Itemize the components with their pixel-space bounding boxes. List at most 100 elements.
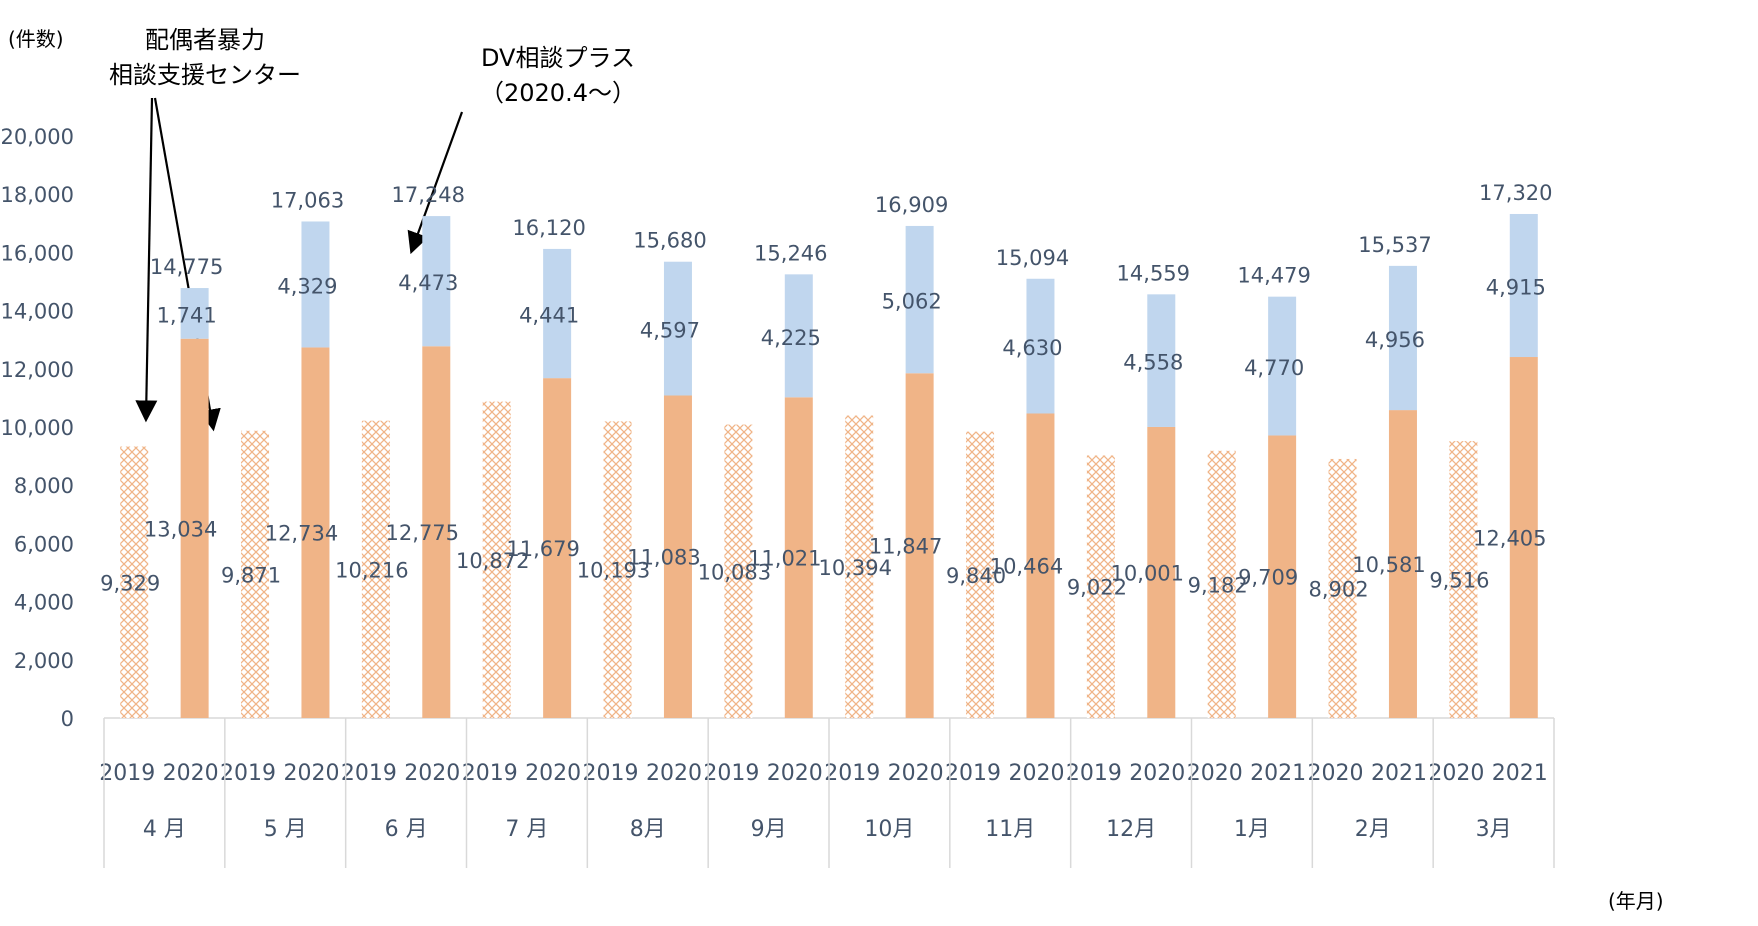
label-prev-year: 9,840 [946,564,1006,588]
x-month-label: 5 月 [264,817,307,842]
x-month-label: 6 月 [385,817,428,842]
label-center: 12,734 [265,522,338,546]
bar-dv-plus [1026,278,1055,414]
y-tick-label: 6,000 [14,532,74,556]
arrow-center-2019 [135,97,158,423]
x-year-label: 2020 [1308,761,1364,786]
bar-prev-year [120,446,149,718]
y-unit-label: (件数) [8,27,64,51]
label-prev-year: 10,394 [818,556,891,580]
x-year-label: 2019 [1066,761,1122,786]
label-dv-plus: 4,956 [1365,328,1425,352]
label-dv-plus: 1,741 [157,303,217,327]
label-total: 14,775 [150,255,223,279]
y-tick-label: 16,000 [1,241,74,265]
annotation-center-line1: 配偶者暴力 [145,26,265,54]
y-axis: 0 2,000 4,000 6,000 8,000 10,000 12,000 14,000 1… [1,125,1554,731]
label-total: 17,063 [271,188,344,212]
y-tick-label: 18,000 [1,183,74,207]
y-tick-label: 20,000 [1,125,74,149]
annotation-plus-line2: （2020.4～） [480,79,636,107]
label-dv-plus: 4,558 [1123,351,1183,375]
x-month-label: 8月 [630,817,666,842]
bar-center [784,397,813,718]
bar-dv-plus [1147,294,1176,427]
x-year-label: 2020 [646,761,702,786]
label-prev-year: 9,871 [221,563,281,587]
bar-center [422,346,451,718]
label-prev-year: 8,902 [1308,577,1368,601]
bar-dv-plus [301,221,330,348]
bar-prev-year [603,421,632,718]
label-dv-plus: 4,915 [1486,276,1546,300]
y-tick-label: 14,000 [1,300,74,324]
x-year-label: 2019 [341,761,397,786]
bar-dv-plus [1509,213,1538,358]
bar-dv-plus [180,288,209,339]
label-center: 13,034 [144,517,217,541]
bar-center [1509,357,1538,718]
label-dv-plus: 5,062 [882,290,942,314]
bar-dv-plus [905,225,934,374]
bar-prev-year [724,424,753,718]
label-prev-year: 10,193 [577,559,650,583]
x-month-label: 2月 [1355,817,1391,842]
x-year-label: 2019 [703,761,759,786]
label-dv-plus: 4,225 [761,326,821,350]
y-tick-label: 4,000 [14,591,74,615]
x-year-label: 2021 [1492,761,1548,786]
x-unit-label: (年月) [1608,889,1664,913]
bar-prev-year [1207,450,1236,718]
label-prev-year: 9,516 [1429,569,1489,593]
label-total: 14,559 [1117,261,1190,285]
x-year-label: 2019 [583,761,639,786]
bar-prev-year [1086,455,1115,718]
x-month-label: 7 月 [505,817,548,842]
label-center: 12,775 [386,521,459,545]
x-month-label: 3月 [1476,817,1512,842]
y-tick-label: 8,000 [14,474,74,498]
label-prev-year: 10,216 [335,558,408,582]
bar-prev-year [482,401,511,718]
x-month-label: 9月 [751,817,787,842]
bar-prev-year [1328,458,1357,718]
label-center: 11,021 [748,547,821,571]
x-month-label: 12月 [1106,817,1156,842]
label-dv-plus: 4,441 [519,304,579,328]
label-dv-plus: 4,597 [640,319,700,343]
bar-center [543,378,572,718]
label-dv-plus: 4,473 [398,271,458,295]
label-prev-year: 9,022 [1067,576,1127,600]
y-tick-label: 2,000 [14,649,74,673]
bar-center [180,338,209,718]
bar-dv-plus [1268,296,1297,436]
x-year-label: 2020 [1187,761,1243,786]
bar-center [1268,435,1297,718]
x-year-label: 2020 [163,761,219,786]
label-dv-plus: 4,630 [1002,336,1062,360]
bar-center [1147,426,1176,718]
label-center: 11,847 [869,535,942,559]
label-total: 15,680 [633,229,706,253]
x-month-label: 1月 [1234,817,1270,842]
y-tick-label: 10,000 [1,416,74,440]
label-total: 17,320 [1479,181,1552,205]
label-prev-year: 10,083 [698,560,771,584]
x-year-label: 2019 [945,761,1001,786]
arrow-plus [407,111,464,255]
label-center: 10,581 [1352,553,1425,577]
bar-center [905,373,934,718]
label-center: 10,001 [1111,561,1184,585]
x-month-label: 11月 [985,817,1035,842]
data-labels: 9,329 13,034 1,741 14,775 9,871 12,734 4,329 17… [100,181,1552,601]
x-year-label: 2019 [220,761,276,786]
label-total: 16,120 [512,216,585,240]
x-year-label: 2021 [1250,761,1306,786]
label-total: 15,537 [1358,233,1431,257]
bar-prev-year [966,431,995,718]
label-dv-plus: 4,329 [277,274,337,298]
annotation-plus-line1: DV相談プラス [481,44,635,72]
bar-prev-year [1449,441,1478,718]
bar-prev-year [241,430,270,718]
